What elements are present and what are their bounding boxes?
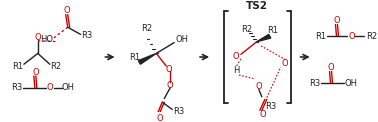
Text: O: O	[32, 68, 39, 77]
Text: O: O	[46, 83, 53, 92]
Text: OH: OH	[345, 79, 358, 88]
Text: O: O	[232, 52, 239, 61]
Text: R2: R2	[141, 24, 152, 33]
Text: R1: R1	[267, 26, 278, 35]
Text: TS2: TS2	[246, 0, 268, 10]
Text: R3: R3	[309, 79, 320, 88]
Text: R2: R2	[50, 62, 61, 71]
Text: R3: R3	[174, 107, 185, 116]
Text: O: O	[64, 6, 70, 15]
Text: R1: R1	[12, 62, 23, 71]
Text: O: O	[256, 82, 262, 91]
Text: R3: R3	[265, 102, 276, 111]
Text: R2: R2	[241, 25, 253, 34]
Text: O: O	[334, 16, 340, 25]
Text: O: O	[328, 63, 334, 72]
Text: HO: HO	[40, 35, 53, 44]
Polygon shape	[257, 34, 271, 42]
Text: H: H	[233, 66, 239, 75]
Text: R3: R3	[81, 31, 92, 40]
Text: OH: OH	[61, 83, 74, 92]
Text: OH: OH	[176, 35, 189, 44]
Text: O: O	[157, 114, 164, 122]
Text: O: O	[34, 33, 41, 42]
Text: R2: R2	[366, 32, 377, 41]
Text: O: O	[167, 81, 174, 90]
Polygon shape	[138, 53, 156, 64]
Text: O: O	[260, 110, 266, 119]
Text: O: O	[348, 32, 355, 41]
Text: R1: R1	[129, 52, 140, 61]
Text: R3: R3	[11, 83, 23, 92]
Text: O: O	[166, 65, 172, 74]
Text: O: O	[281, 59, 288, 68]
Text: R1: R1	[315, 32, 326, 41]
